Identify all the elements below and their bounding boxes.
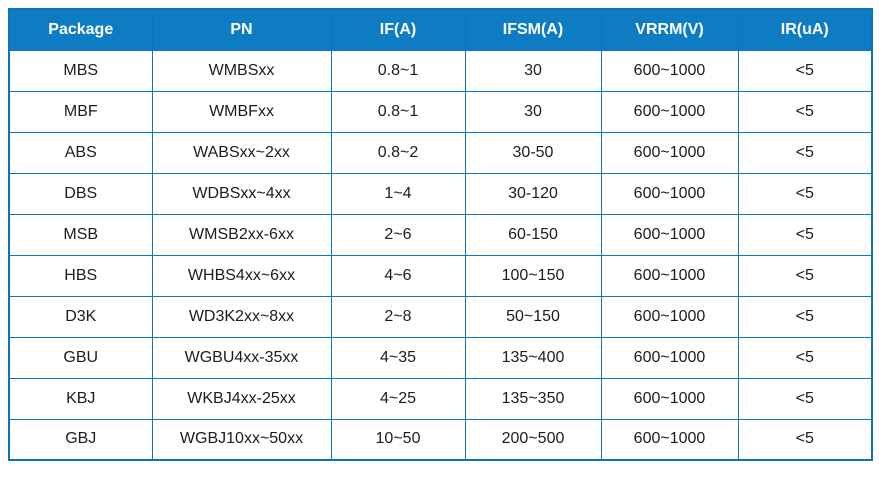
cell-ir_ua: <5: [737, 295, 873, 338]
cell-if_a: 0.8~1: [330, 49, 466, 92]
cell-if_a: 1~4: [330, 172, 466, 215]
table-row: MBS WMBSxx 0.8~1 30 600~1000 <5: [8, 49, 873, 92]
cell-package: D3K: [8, 295, 153, 338]
cell-package: GBU: [8, 336, 153, 379]
cell-ir_ua: <5: [737, 213, 873, 256]
cell-pn: WGBU4xx-35xx: [151, 336, 332, 379]
cell-ir_ua: <5: [737, 172, 873, 215]
table-row: D3K WD3K2xx~8xx 2~8 50~150 600~1000 <5: [8, 295, 873, 338]
cell-ir_ua: <5: [737, 49, 873, 92]
cell-if_a: 0.8~1: [330, 90, 466, 133]
cell-ifsm_a: 30: [464, 49, 602, 92]
cell-if_a: 10~50: [330, 418, 466, 461]
cell-if_a: 4~6: [330, 254, 466, 297]
cell-package: MSB: [8, 213, 153, 256]
cell-pn: WMSB2xx-6xx: [151, 213, 332, 256]
cell-ir_ua: <5: [737, 418, 873, 461]
cell-pn: WGBJ10xx~50xx: [151, 418, 332, 461]
cell-pn: WMBFxx: [151, 90, 332, 133]
cell-pn: WHBS4xx~6xx: [151, 254, 332, 297]
cell-package: ABS: [8, 131, 153, 174]
table-row: KBJ WKBJ4xx-25xx 4~25 135~350 600~1000 <5: [8, 377, 873, 420]
column-header-ifsm_a: IFSM(A): [464, 8, 602, 51]
cell-package: KBJ: [8, 377, 153, 420]
cell-ifsm_a: 30-120: [464, 172, 602, 215]
cell-ir_ua: <5: [737, 254, 873, 297]
cell-vrrm_v: 600~1000: [600, 418, 739, 461]
cell-if_a: 2~8: [330, 295, 466, 338]
cell-ir_ua: <5: [737, 90, 873, 133]
column-header-vrrm_v: VRRM(V): [600, 8, 739, 51]
column-header-if_a: IF(A): [330, 8, 466, 51]
column-header-ir_ua: IR(uA): [737, 8, 873, 51]
cell-vrrm_v: 600~1000: [600, 49, 739, 92]
cell-vrrm_v: 600~1000: [600, 336, 739, 379]
cell-pn: WDBSxx~4xx: [151, 172, 332, 215]
cell-ir_ua: <5: [737, 377, 873, 420]
cell-pn: WKBJ4xx-25xx: [151, 377, 332, 420]
cell-if_a: 0.8~2: [330, 131, 466, 174]
package-spec-table: Package PN IF(A) IFSM(A) VRRM(V) IR(uA) MBS WM…: [8, 8, 873, 461]
cell-if_a: 4~25: [330, 377, 466, 420]
cell-vrrm_v: 600~1000: [600, 254, 739, 297]
table-row: HBS WHBS4xx~6xx 4~6 100~150 600~1000 <5: [8, 254, 873, 297]
table-body: MBS WMBSxx 0.8~1 30 600~1000 <5 MBF WMBFxx 0.8~1…: [8, 49, 873, 461]
cell-pn: WABSxx~2xx: [151, 131, 332, 174]
cell-pn: WD3K2xx~8xx: [151, 295, 332, 338]
cell-if_a: 2~6: [330, 213, 466, 256]
cell-if_a: 4~35: [330, 336, 466, 379]
cell-vrrm_v: 600~1000: [600, 377, 739, 420]
cell-package: MBF: [8, 90, 153, 133]
cell-vrrm_v: 600~1000: [600, 90, 739, 133]
cell-pn: WMBSxx: [151, 49, 332, 92]
cell-ifsm_a: 135~400: [464, 336, 602, 379]
column-header-package: Package: [8, 8, 153, 51]
table-row: DBS WDBSxx~4xx 1~4 30-120 600~1000 <5: [8, 172, 873, 215]
cell-ifsm_a: 60-150: [464, 213, 602, 256]
cell-vrrm_v: 600~1000: [600, 172, 739, 215]
cell-vrrm_v: 600~1000: [600, 213, 739, 256]
table-row: GBU WGBU4xx-35xx 4~35 135~400 600~1000 <5: [8, 336, 873, 379]
cell-vrrm_v: 600~1000: [600, 295, 739, 338]
cell-ifsm_a: 30: [464, 90, 602, 133]
column-header-pn: PN: [151, 8, 332, 51]
cell-ir_ua: <5: [737, 336, 873, 379]
table-row: MSB WMSB2xx-6xx 2~6 60-150 600~1000 <5: [8, 213, 873, 256]
cell-vrrm_v: 600~1000: [600, 131, 739, 174]
header-row: Package PN IF(A) IFSM(A) VRRM(V) IR(uA): [8, 8, 873, 51]
cell-package: MBS: [8, 49, 153, 92]
table-row: ABS WABSxx~2xx 0.8~2 30-50 600~1000 <5: [8, 131, 873, 174]
cell-ifsm_a: 100~150: [464, 254, 602, 297]
cell-package: DBS: [8, 172, 153, 215]
cell-ifsm_a: 50~150: [464, 295, 602, 338]
cell-package: GBJ: [8, 418, 153, 461]
table-row: GBJ WGBJ10xx~50xx 10~50 200~500 600~1000 <5: [8, 418, 873, 461]
table-row: MBF WMBFxx 0.8~1 30 600~1000 <5: [8, 90, 873, 133]
cell-package: HBS: [8, 254, 153, 297]
cell-ifsm_a: 30-50: [464, 131, 602, 174]
cell-ifsm_a: 200~500: [464, 418, 602, 461]
cell-ifsm_a: 135~350: [464, 377, 602, 420]
cell-ir_ua: <5: [737, 131, 873, 174]
